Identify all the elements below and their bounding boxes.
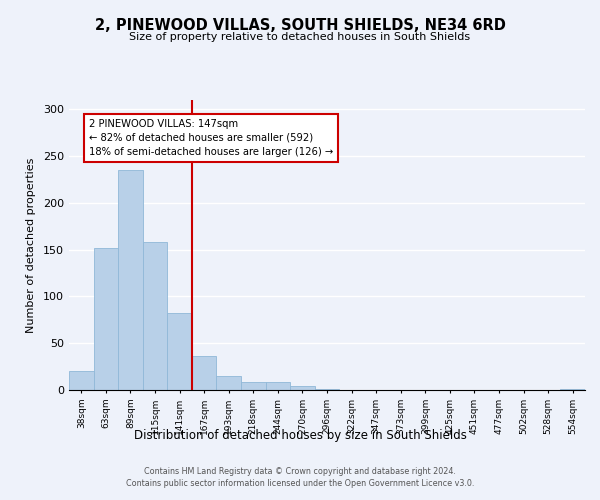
- Bar: [167, 314, 192, 390]
- Bar: [143, 242, 167, 390]
- Text: Contains public sector information licensed under the Open Government Licence v3: Contains public sector information licen…: [126, 478, 474, 488]
- Bar: [290, 386, 315, 390]
- Text: 2 PINEWOOD VILLAS: 147sqm
← 82% of detached houses are smaller (592)
18% of semi: 2 PINEWOOD VILLAS: 147sqm ← 82% of detac…: [89, 118, 333, 156]
- Text: Distribution of detached houses by size in South Shields: Distribution of detached houses by size …: [134, 428, 466, 442]
- Bar: [192, 356, 217, 390]
- Bar: [315, 389, 339, 390]
- Text: 2, PINEWOOD VILLAS, SOUTH SHIELDS, NE34 6RD: 2, PINEWOOD VILLAS, SOUTH SHIELDS, NE34 …: [95, 18, 505, 32]
- Bar: [217, 376, 241, 390]
- Bar: [118, 170, 143, 390]
- Text: Contains HM Land Registry data © Crown copyright and database right 2024.: Contains HM Land Registry data © Crown c…: [144, 467, 456, 476]
- Bar: [560, 389, 585, 390]
- Bar: [266, 382, 290, 390]
- Text: Size of property relative to detached houses in South Shields: Size of property relative to detached ho…: [130, 32, 470, 42]
- Y-axis label: Number of detached properties: Number of detached properties: [26, 158, 36, 332]
- Bar: [241, 382, 266, 390]
- Bar: [94, 248, 118, 390]
- Bar: [69, 372, 94, 390]
